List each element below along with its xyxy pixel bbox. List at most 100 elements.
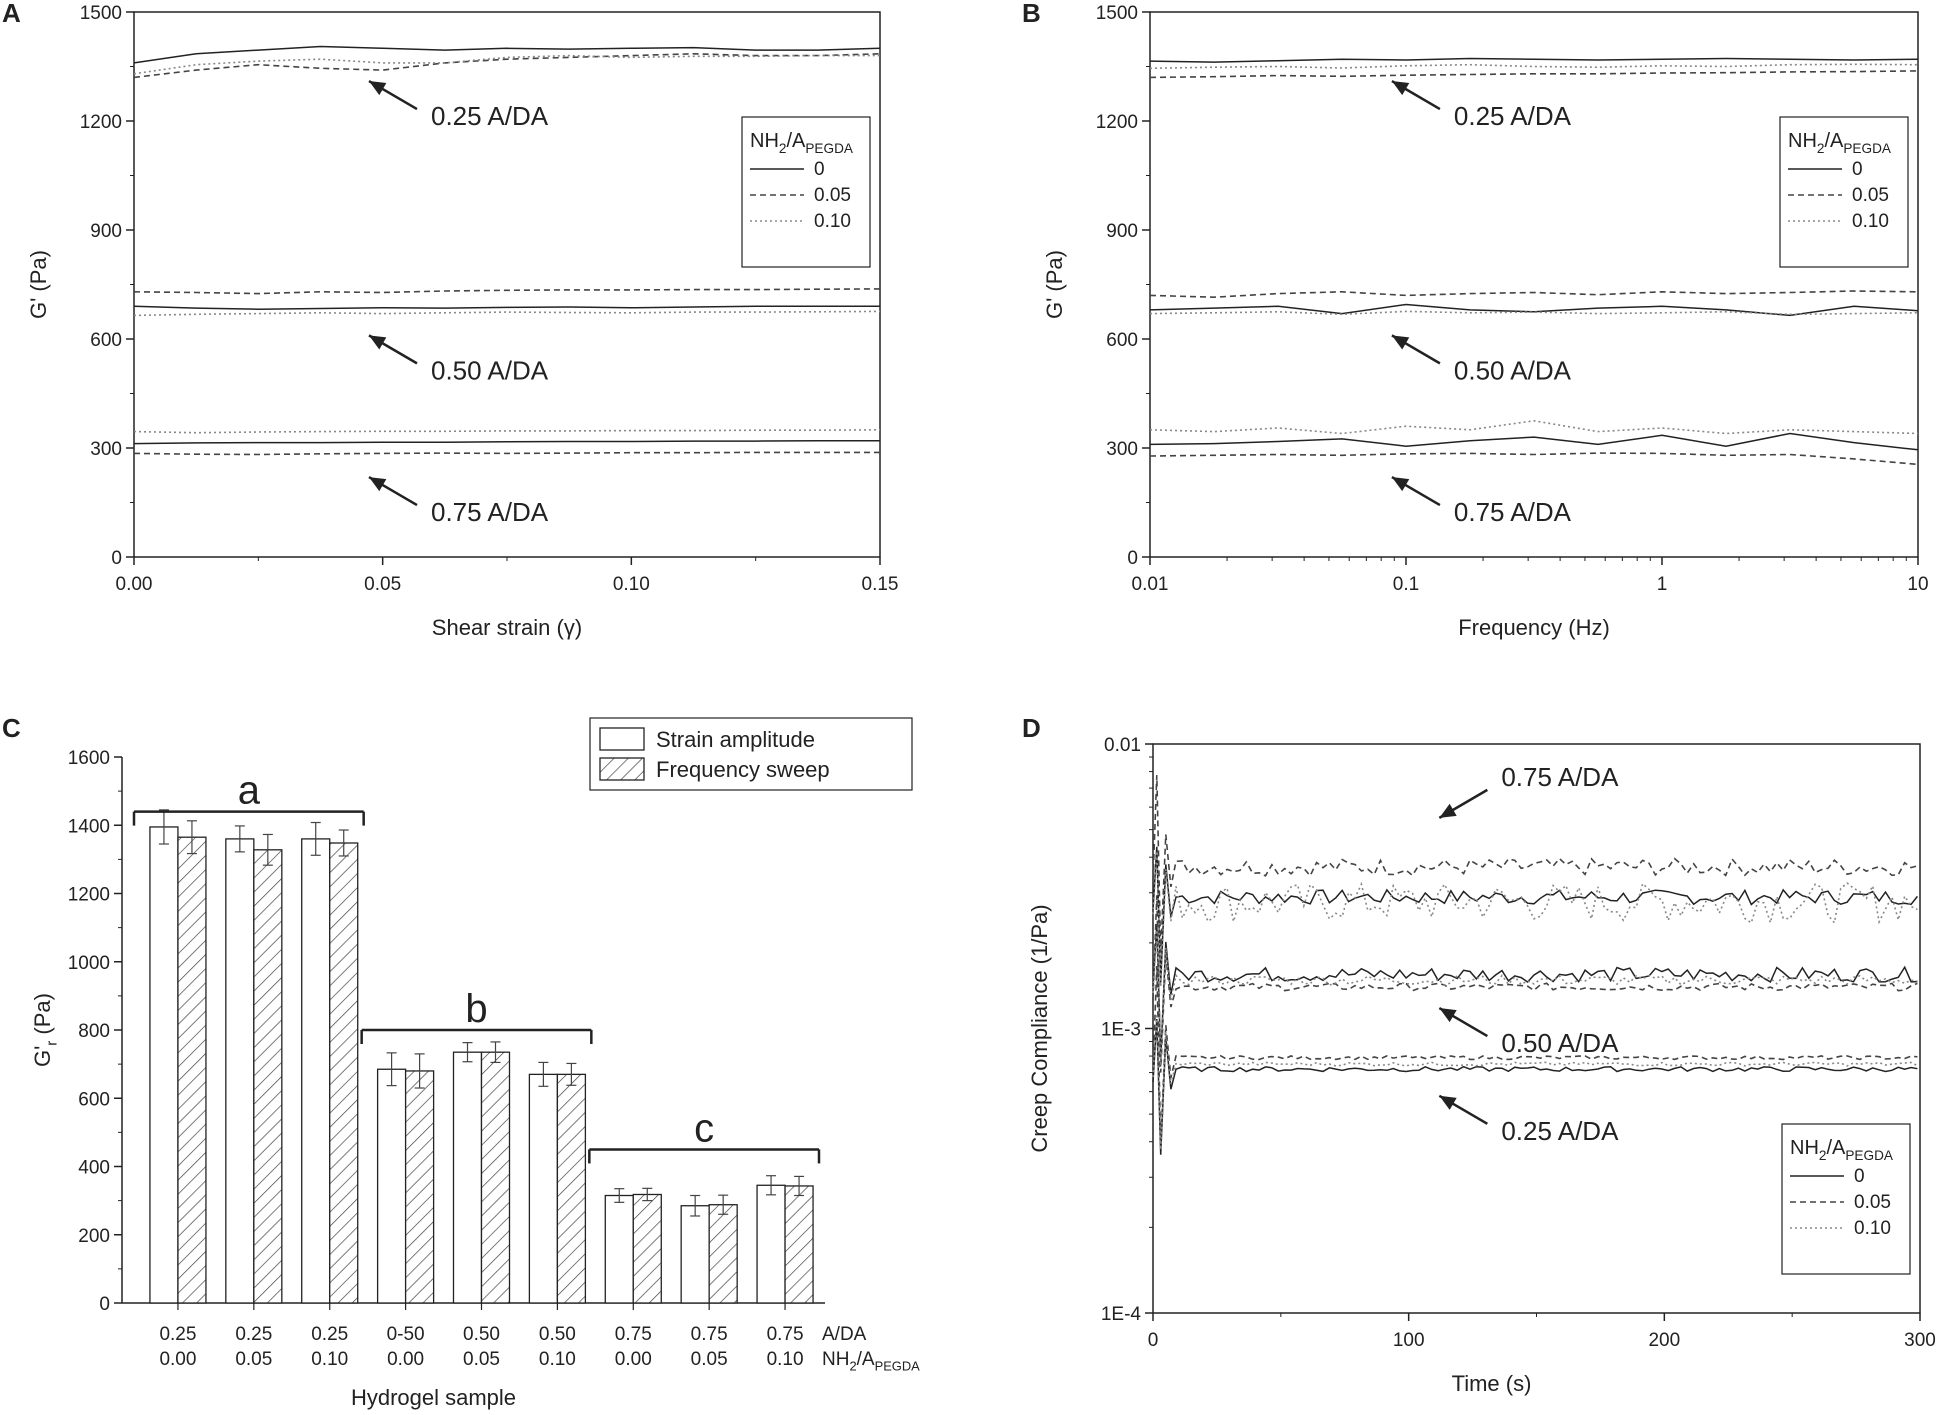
panel-c-ytick-label: 600 — [78, 1089, 110, 1110]
panel-c-bar-frequency — [784, 1185, 814, 1304]
panel-c-row-label-adda: A/DA — [822, 1324, 867, 1345]
panel-a-legend-title: NH2/APEGDA — [750, 130, 854, 156]
label-text: G' — [30, 1046, 55, 1067]
panel-d-series-line — [1152, 851, 1918, 987]
panel-a-annotation: 0.75 A/DA — [431, 497, 549, 527]
panel-a-annotation-arrow-head — [368, 81, 387, 96]
panel-a-series-line — [133, 310, 881, 317]
panel-c-bar-frequency — [404, 1070, 435, 1304]
panel-b-annotation: 0.75 A/DA — [1454, 497, 1572, 527]
panel-c-category-line2: 0.00 — [159, 1349, 196, 1370]
panel-b-series-line — [1149, 290, 1919, 299]
panel-b-legend-item: 0 — [1852, 159, 1863, 180]
panel-b-ytick-label: 900 — [1106, 221, 1138, 242]
panel-d-series-line — [1152, 775, 1918, 953]
label-text: /A — [857, 1349, 875, 1370]
panel-a-series-line — [133, 451, 880, 456]
label-text: NH — [1788, 130, 1817, 152]
panel-b-ytick-label: 0 — [1127, 548, 1138, 569]
panel-b-series-line — [1149, 303, 1919, 317]
panel-d-annotation: 0.50 A/DA — [1501, 1028, 1619, 1058]
panel-a-ytick-label: 900 — [90, 221, 122, 242]
label-text: NH — [822, 1349, 849, 1370]
panel-b-legend-item: 0.05 — [1852, 185, 1889, 206]
panel-c-ylabel: G'r (Pa) — [30, 993, 61, 1067]
panel-d-series-line — [1152, 895, 1918, 1073]
panel-c-ytick-label: 1600 — [68, 748, 110, 769]
panel-c-bar-frequency — [329, 842, 359, 1304]
panel-c-category-line1: 0.25 — [311, 1324, 348, 1345]
panel-d-series-line — [1152, 1013, 1918, 1150]
panel-c-bar-strain — [604, 1194, 634, 1304]
panel-c-category-line2: 0.05 — [463, 1349, 500, 1370]
panel-b-legend-box — [1779, 116, 1909, 268]
panel-c-category-line1: 0.50 — [539, 1324, 576, 1345]
panel-a-series-line — [133, 439, 880, 445]
panel-d-legend-item: 0.10 — [1854, 1218, 1891, 1239]
panel-c-bar-strain — [376, 1068, 407, 1304]
panel-d-legend-item: 0 — [1854, 1166, 1865, 1187]
panel-d-legend-item: 0.05 — [1854, 1192, 1891, 1213]
panel-b-series-line — [1149, 310, 1919, 316]
panel-b-series-line — [1149, 432, 1919, 451]
panel-d-annotation-arrow-head — [1439, 803, 1457, 818]
label-text: /A — [1826, 1137, 1846, 1159]
panel-c-category-line2: 0.10 — [539, 1349, 576, 1370]
subscript-text: 2 — [1819, 1148, 1827, 1163]
panel-b-annotation-arrow-head — [1391, 477, 1410, 492]
label-text: /A — [786, 130, 806, 152]
panel-c-ytick-label: 0 — [99, 1294, 110, 1315]
panel-a-ytick-label: 600 — [90, 330, 122, 351]
panel-c-category-line2: 0.05 — [235, 1349, 272, 1370]
label-text: /A — [1824, 130, 1844, 152]
subscript-text: PEGDA — [1843, 141, 1892, 156]
panel-c-bar-frequency — [253, 849, 283, 1304]
panel-a-ytick-label: 1500 — [80, 3, 122, 24]
label-text: (Pa) — [30, 993, 55, 1041]
panel-c-bracket-label: a — [238, 769, 261, 813]
panel-c-category-line2: 0.05 — [691, 1349, 728, 1370]
panel-d-series-line — [1152, 846, 1918, 983]
panel-c-ytick-label: 1200 — [68, 885, 110, 906]
panel-d-xlabel: Time (s) — [1452, 1371, 1532, 1396]
panel-a-series-line — [133, 429, 881, 434]
panel-d-ytick-label: 1E-4 — [1101, 1304, 1142, 1325]
panel-a-plot-frame — [133, 11, 881, 558]
subscript-text: PEGDA — [805, 141, 854, 156]
panel-a-ytick-label: 0 — [111, 548, 122, 569]
panel-a-ylabel: G' (Pa) — [26, 250, 51, 319]
panel-a-ytick-label: 1200 — [80, 112, 122, 133]
panel-b-ytick-label: 300 — [1106, 439, 1138, 460]
panel-c-bar-strain — [756, 1184, 786, 1304]
panel-c-bar-strain — [225, 838, 255, 1304]
panel-b-annotation: 0.50 A/DA — [1454, 355, 1572, 385]
panel-b-xlabel: Frequency (Hz) — [1458, 615, 1610, 640]
panel-a-series-line — [133, 45, 881, 64]
panel-b-series-line — [1149, 63, 1919, 70]
panel-a-legend-item: 0 — [814, 159, 825, 180]
panel-c-bar-frequency — [708, 1204, 738, 1304]
panel-d-ytick-label: 1E-3 — [1101, 1020, 1141, 1041]
panel-c-xlabel: Hydrogel sample — [351, 1385, 516, 1410]
panel-b-series-line — [1149, 452, 1919, 466]
panel-d-annotation: 0.75 A/DA — [1501, 762, 1619, 792]
panel-d-annotation-arrow-head — [1439, 1008, 1457, 1023]
panel-d-annotation: 0.25 A/DA — [1501, 1116, 1619, 1146]
panel-a-legend-box — [741, 116, 871, 268]
panel-c-bar-strain — [528, 1073, 559, 1304]
panel-c-bar-strain — [452, 1051, 483, 1304]
panel-a-annotation-arrow-head — [368, 477, 387, 492]
subscript-text: 2 — [779, 141, 787, 156]
panel-a-series-line — [133, 52, 881, 79]
panel-c-category-line2: 0.10 — [767, 1349, 804, 1370]
panel-c-ytick-label: 800 — [78, 1021, 110, 1042]
panel-d-legend-box — [1781, 1123, 1911, 1275]
panel-b-ytick-label: 600 — [1106, 330, 1138, 351]
panel-c-category-line1: 0.75 — [615, 1324, 652, 1345]
panel-c-bar-frequency — [177, 836, 207, 1304]
panel-a-annotation: 0.25 A/DA — [431, 101, 549, 131]
panel-c-category-line1: 0.75 — [691, 1324, 728, 1345]
panel-b-xtick-label: 0.1 — [1393, 574, 1419, 595]
panel-a-legend-item: 0.10 — [814, 211, 851, 232]
panel-a-series-line — [133, 54, 880, 75]
